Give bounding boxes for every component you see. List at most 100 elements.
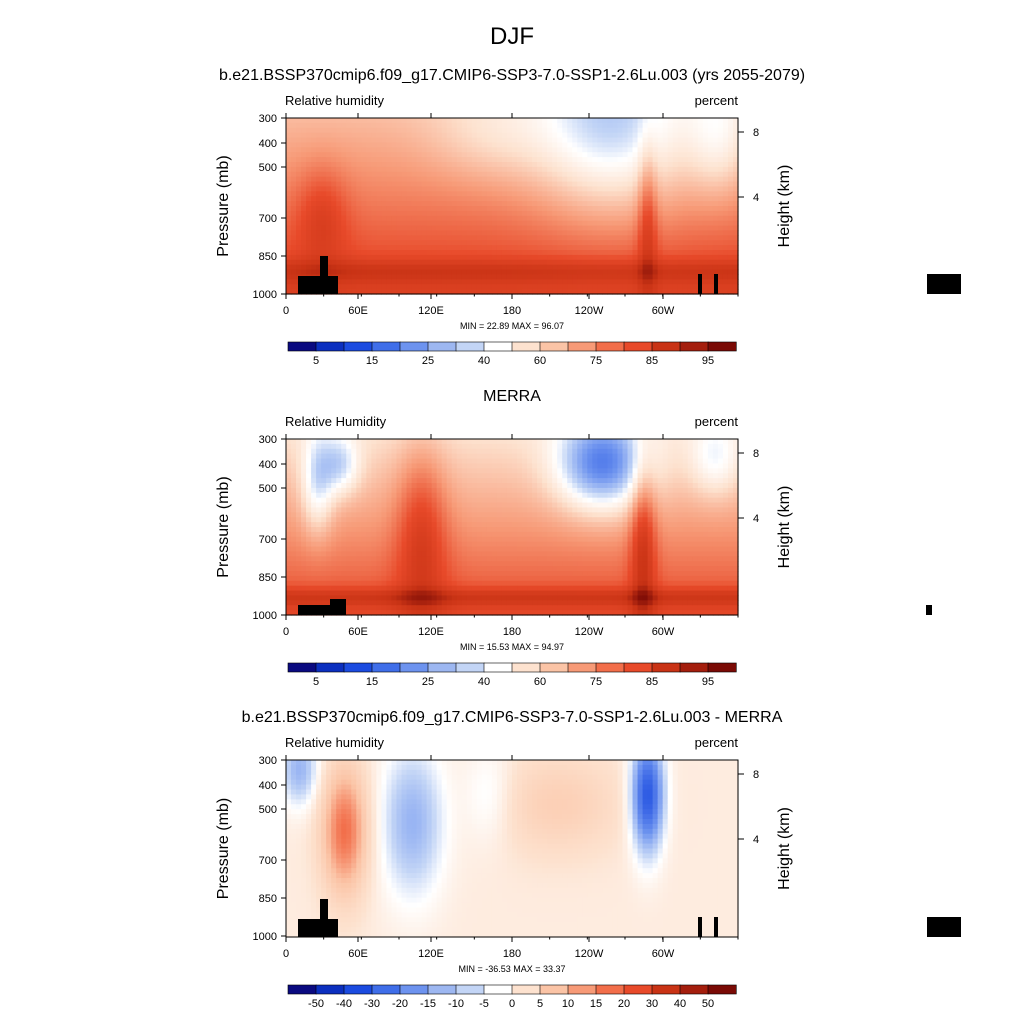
contour-cell <box>597 162 603 168</box>
contour-cell <box>331 463 337 469</box>
contour-cell <box>406 448 413 455</box>
contour-cell <box>346 536 352 543</box>
contour-cell <box>356 541 362 548</box>
contour-cell <box>341 478 347 484</box>
contour-cell <box>682 215 689 222</box>
contour-cell <box>351 259 357 266</box>
contour-cell <box>471 487 478 494</box>
contour-cell <box>717 171 724 178</box>
contour-cell <box>587 206 593 212</box>
contour-cell <box>411 595 418 601</box>
contour-cell <box>496 132 503 139</box>
contour-cell <box>552 166 558 173</box>
contour-cell <box>512 284 518 290</box>
contour-cell <box>371 269 377 276</box>
contour-cell <box>476 541 483 548</box>
contour-cell <box>456 458 463 465</box>
contour-cell <box>471 590 478 597</box>
contour-cell <box>326 536 332 543</box>
contour-cell <box>662 132 669 139</box>
contour-cell <box>391 269 398 276</box>
contour-cell <box>341 196 347 202</box>
contour-cell <box>512 541 518 548</box>
contour-cell <box>451 264 458 271</box>
colorbar-swatch <box>679 341 709 352</box>
contour-cell <box>667 245 674 251</box>
contour-cell <box>306 443 312 450</box>
contour-cell <box>406 517 413 523</box>
contour-cell <box>471 284 478 290</box>
contour-cell <box>406 137 413 144</box>
contour-cell <box>451 439 458 445</box>
contour-cell <box>461 527 468 533</box>
contour-cell <box>632 245 639 251</box>
contour-cell <box>717 196 724 202</box>
contour-cell <box>391 152 398 158</box>
contour-cell <box>361 201 367 207</box>
contour-cell <box>722 196 729 202</box>
contour-cell <box>351 240 357 246</box>
contour-cell <box>376 147 383 153</box>
contour-cell <box>441 517 448 523</box>
contour-cell <box>396 147 403 153</box>
contour-cell <box>321 512 327 518</box>
contour-cell <box>692 171 699 178</box>
contour-cell <box>461 259 468 266</box>
contour-cell <box>436 240 443 246</box>
contour-cell <box>501 186 508 192</box>
contour-cell <box>441 201 448 207</box>
contour-cell <box>286 196 292 202</box>
contour-cell <box>286 235 292 241</box>
contour-cell <box>366 536 372 543</box>
contour-cell <box>461 580 468 587</box>
contour-cell <box>722 132 729 139</box>
contour-cell <box>592 279 598 285</box>
contour-cell <box>527 122 533 129</box>
contour-cell <box>632 220 639 227</box>
contour-cell <box>401 201 408 207</box>
contour-cell <box>501 453 508 460</box>
contour-cell <box>587 240 593 246</box>
contour-cell <box>567 181 573 188</box>
contour-cell <box>707 166 714 173</box>
contour-cell <box>542 279 548 285</box>
contour-cell <box>602 196 609 202</box>
contour-cell <box>436 235 443 241</box>
contour-cell <box>286 152 292 158</box>
contour-cell <box>361 463 367 469</box>
contour-cell <box>336 575 342 582</box>
contour-cell <box>697 147 704 153</box>
contour-cell <box>501 463 508 469</box>
contour-cell <box>421 240 428 246</box>
contour-cell <box>632 196 639 202</box>
contour-cell <box>727 122 734 129</box>
contour-cell <box>316 468 322 474</box>
colorbar-label: 15 <box>366 355 378 367</box>
contour-cell <box>386 186 393 192</box>
contour-cell <box>717 225 724 232</box>
contour-cell <box>371 580 377 587</box>
contour-cell <box>416 585 423 592</box>
contour-cell <box>421 536 428 543</box>
contour-cell <box>527 215 533 222</box>
contour-cell <box>356 289 362 295</box>
contour-cell <box>592 118 598 124</box>
contour-cell <box>537 245 543 251</box>
contour-cell <box>311 497 317 504</box>
contour-cell <box>592 230 598 236</box>
contour-cell <box>351 132 357 139</box>
contour-cell <box>391 284 398 290</box>
contour-cell <box>351 225 357 232</box>
contour-cell <box>522 162 528 168</box>
contour-cell <box>431 497 438 504</box>
contour-cell <box>406 269 413 276</box>
panel-title: MERRA <box>483 388 541 405</box>
contour-cell <box>336 186 342 192</box>
contour-cell <box>391 443 398 450</box>
contour-cell <box>587 250 593 256</box>
contour-cell <box>506 122 513 129</box>
contour-cell <box>446 536 453 543</box>
contour-cell <box>537 289 543 295</box>
contour-cell <box>431 595 438 601</box>
contour-cell <box>522 166 528 173</box>
